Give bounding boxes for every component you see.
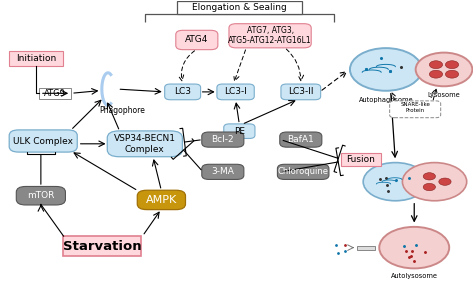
Circle shape (446, 70, 459, 78)
Text: VSP34-BECN1
Complex: VSP34-BECN1 Complex (114, 134, 176, 153)
FancyBboxPatch shape (137, 190, 185, 210)
FancyBboxPatch shape (202, 164, 244, 179)
FancyBboxPatch shape (202, 132, 244, 147)
Circle shape (429, 70, 443, 78)
FancyBboxPatch shape (280, 132, 322, 147)
Text: Lysosome: Lysosome (428, 92, 460, 98)
Text: Autolysosome: Autolysosome (391, 274, 438, 279)
Text: ATG7, ATG3,
ATG5-ATG12-ATG16L1: ATG7, ATG3, ATG5-ATG12-ATG16L1 (228, 26, 312, 45)
Circle shape (429, 61, 443, 69)
FancyBboxPatch shape (224, 124, 255, 138)
Circle shape (402, 163, 467, 201)
Text: Phagophore: Phagophore (99, 106, 145, 114)
Text: Starvation: Starvation (63, 240, 142, 253)
FancyBboxPatch shape (277, 164, 329, 179)
FancyBboxPatch shape (9, 130, 77, 152)
Circle shape (416, 53, 473, 86)
Text: ATG4: ATG4 (185, 36, 209, 45)
FancyBboxPatch shape (176, 30, 218, 50)
FancyBboxPatch shape (281, 84, 320, 100)
Text: LC3-II: LC3-II (288, 87, 314, 96)
Text: BafA1: BafA1 (287, 135, 314, 144)
FancyBboxPatch shape (390, 101, 441, 118)
Circle shape (363, 163, 428, 201)
FancyBboxPatch shape (64, 236, 141, 256)
Text: mTOR: mTOR (27, 191, 55, 200)
Text: Bcl-2: Bcl-2 (211, 135, 234, 144)
Text: LC3: LC3 (174, 87, 191, 96)
Text: 3-MA: 3-MA (211, 168, 234, 176)
Circle shape (379, 227, 449, 268)
FancyBboxPatch shape (164, 84, 201, 100)
Circle shape (446, 61, 459, 69)
Text: PE: PE (234, 127, 245, 136)
Text: Initiation: Initiation (16, 54, 56, 63)
FancyBboxPatch shape (229, 24, 311, 48)
Text: Autophagosome: Autophagosome (358, 97, 413, 103)
Text: Elongation & Sealing: Elongation & Sealing (192, 3, 287, 12)
Circle shape (423, 173, 436, 180)
Text: AMPK: AMPK (146, 195, 177, 205)
Text: Fusion: Fusion (346, 155, 375, 164)
Circle shape (439, 178, 451, 185)
FancyBboxPatch shape (177, 1, 302, 14)
FancyBboxPatch shape (357, 246, 375, 250)
Text: LC3-I: LC3-I (224, 87, 247, 96)
Text: ULK Complex: ULK Complex (13, 136, 73, 146)
FancyBboxPatch shape (341, 153, 381, 166)
Circle shape (423, 183, 436, 191)
FancyBboxPatch shape (107, 131, 182, 157)
Text: SNARE-like
Protein: SNARE-like Protein (400, 102, 430, 113)
FancyBboxPatch shape (16, 186, 65, 205)
FancyBboxPatch shape (39, 88, 71, 99)
Text: Chloroquine: Chloroquine (278, 168, 328, 176)
Circle shape (350, 48, 422, 91)
Text: ATG9: ATG9 (44, 89, 66, 98)
FancyBboxPatch shape (9, 50, 64, 66)
FancyBboxPatch shape (217, 84, 254, 100)
